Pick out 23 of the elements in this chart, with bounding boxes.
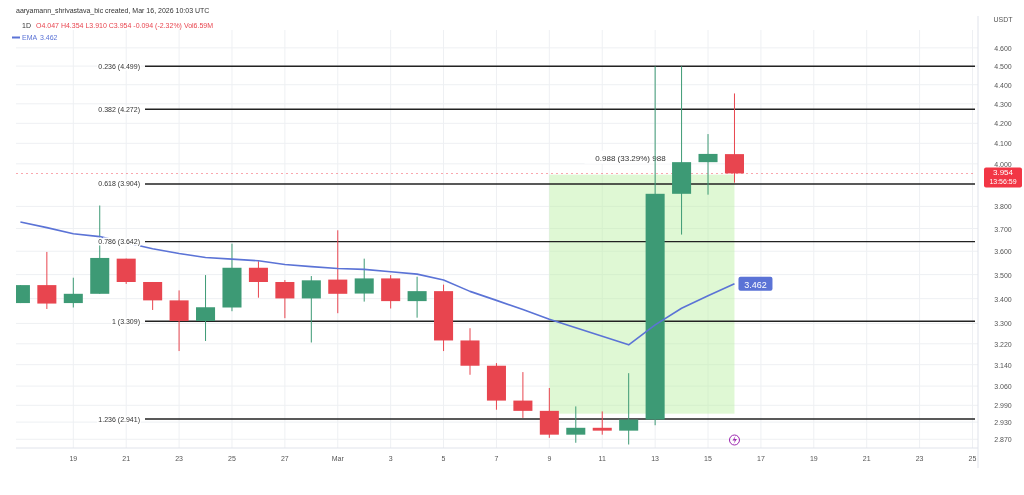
data-label: 3.462 bbox=[744, 279, 767, 290]
candlestick bbox=[169, 289, 189, 352]
candlestick bbox=[724, 92, 744, 184]
candlestick bbox=[354, 258, 374, 303]
candlestick bbox=[539, 387, 559, 439]
candlestick bbox=[381, 274, 401, 309]
candlestick bbox=[513, 371, 533, 419]
candlestick bbox=[592, 410, 612, 436]
candlestick bbox=[143, 281, 163, 311]
candlestick bbox=[407, 276, 427, 319]
candlestick bbox=[63, 277, 83, 308]
candlestick bbox=[698, 133, 718, 196]
candlestick bbox=[196, 274, 216, 342]
candlestick bbox=[248, 260, 268, 299]
candlestick bbox=[116, 258, 136, 285]
candlestick bbox=[301, 275, 321, 344]
ref-line-label: 3.954 bbox=[992, 168, 1014, 178]
candlestick bbox=[566, 405, 586, 444]
candlestick bbox=[619, 372, 639, 445]
candlestick bbox=[275, 279, 295, 319]
candlestick bbox=[37, 251, 57, 310]
candlestick bbox=[328, 229, 348, 314]
line-series bbox=[19, 221, 736, 346]
